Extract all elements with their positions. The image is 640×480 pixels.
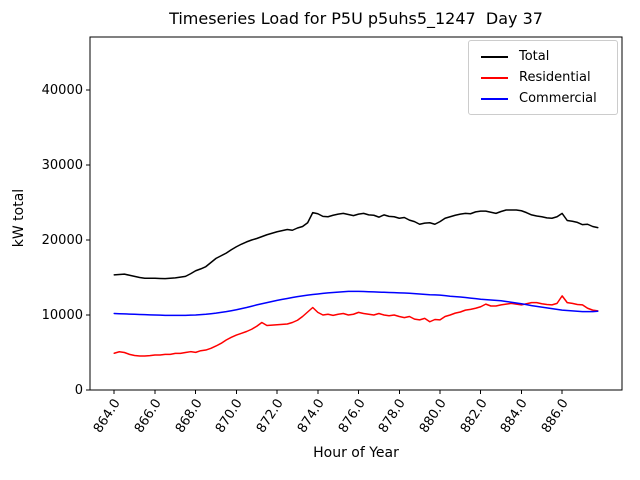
- legend-label: Residential: [519, 70, 591, 85]
- axes-frame: [89, 36, 623, 391]
- legend-label: Commercial: [519, 91, 597, 106]
- chart-title: Timeseries Load for P5U p5uhs5_1247 Day …: [169, 9, 543, 28]
- legend-line-swatch: [481, 97, 508, 100]
- y-tick-label: 40000: [41, 82, 83, 98]
- series-line-residential: [113, 295, 599, 357]
- legend-label: Total: [519, 49, 550, 64]
- y-tick-label: 30000: [41, 157, 83, 173]
- series-line-total: [113, 209, 599, 280]
- y-tick-label: 20000: [41, 232, 83, 248]
- y-tick-label: 0: [74, 382, 83, 398]
- legend-item-commercial: Commercial: [475, 88, 611, 109]
- legend-line-swatch: [481, 76, 508, 79]
- legend-item-residential: Residential: [475, 67, 611, 88]
- legend-line-swatch: [481, 55, 508, 58]
- legend: Total Residential Commercial: [468, 40, 618, 115]
- series-line-commercial: [113, 290, 599, 317]
- legend-item-total: Total: [475, 46, 611, 67]
- x-axis-label: Hour of Year: [313, 445, 399, 461]
- y-axis-label: kW total: [11, 188, 27, 248]
- y-tick-label: 10000: [41, 307, 83, 323]
